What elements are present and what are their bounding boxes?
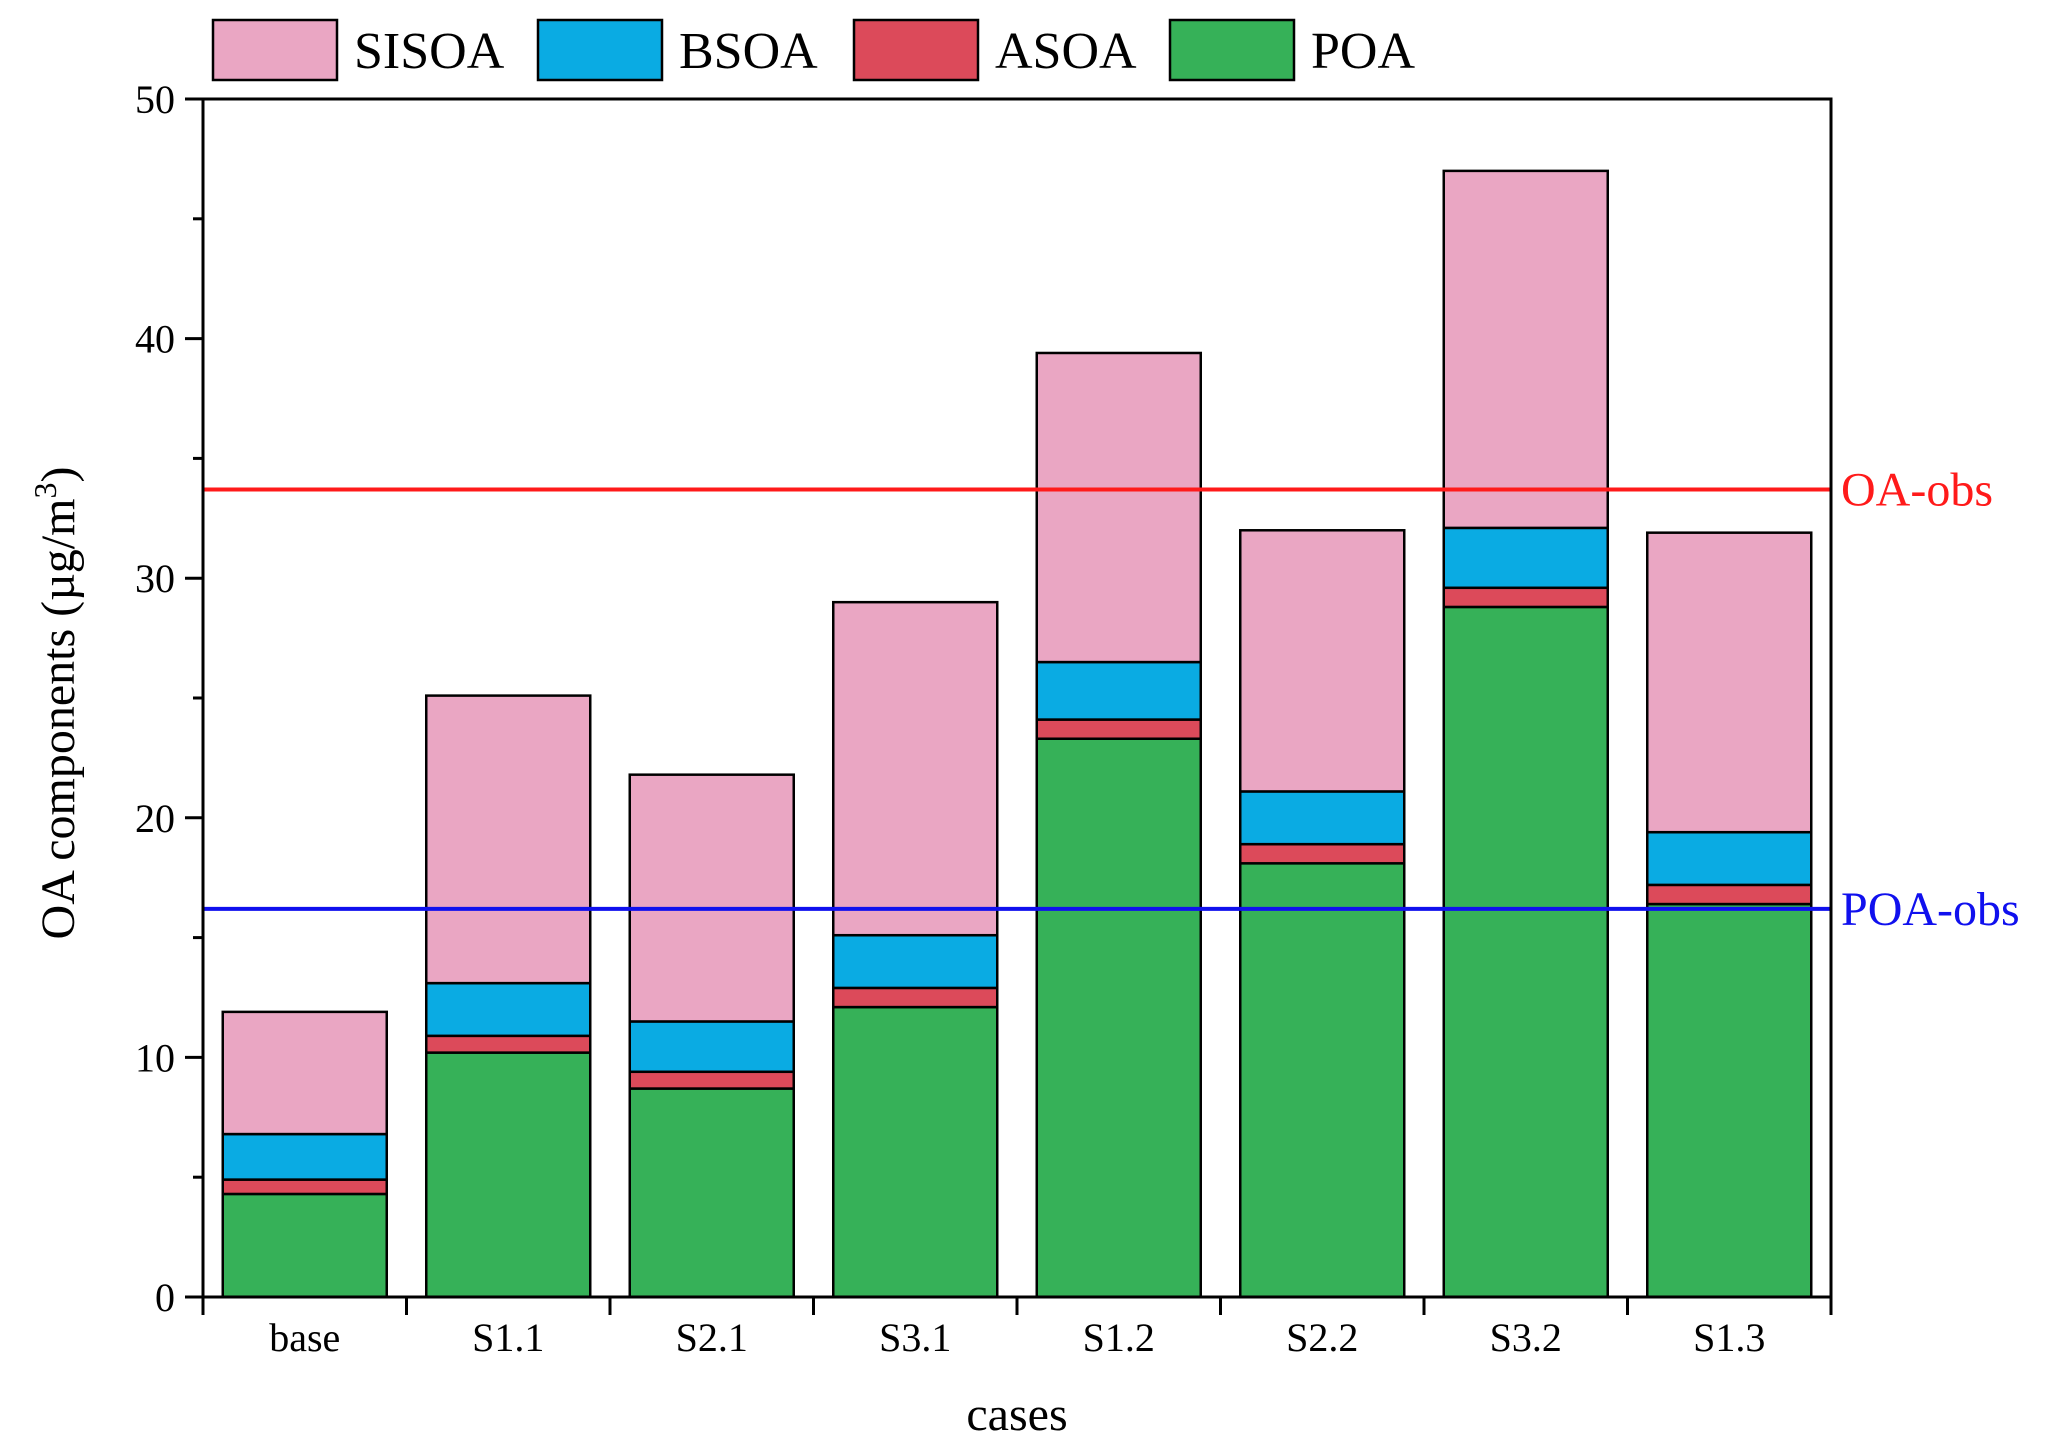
- bar-poa-base: [221, 1192, 388, 1299]
- bar-poa-s2-1: [628, 1087, 795, 1299]
- legend-swatch-asoa: [852, 18, 980, 82]
- ref-label-oa-obs: OA-obs: [1841, 464, 1993, 517]
- y-axis: 0 10 20 30 40 50: [135, 77, 203, 1320]
- legend-label-sisoa: SISOA: [354, 23, 505, 80]
- y-axis-title-end: ): [32, 467, 85, 483]
- bar-poa-s1-2: [1035, 737, 1202, 1299]
- x-axis: base S1.1 S2.1 S3.1 S1.2 S2.2 S3.2 S1.3: [201, 1297, 1833, 1360]
- bar-asoa-s3-1: [832, 986, 999, 1009]
- y-axis-title-superscript: 3: [27, 483, 63, 499]
- bar-sisoa-s3-2: [1442, 169, 1609, 530]
- y-tick-label: 10: [135, 1035, 175, 1080]
- bar-poa-s2-2: [1239, 862, 1406, 1299]
- bar-bsoa-s2-1: [628, 1020, 795, 1074]
- bar-sisoa-s1-3: [1646, 531, 1813, 834]
- y-tick-label: 0: [155, 1275, 175, 1320]
- bars: [221, 169, 1813, 1299]
- x-tick-label-s3-2: S3.2: [1490, 1315, 1562, 1360]
- x-tick-label-s1-3: S1.3: [1693, 1315, 1765, 1360]
- legend-swatch-bsoa: [536, 18, 664, 82]
- x-tick-label-s1-1: S1.1: [472, 1315, 544, 1360]
- x-tick-label-s3-1: S3.1: [879, 1315, 951, 1360]
- bar-asoa-s2-1: [628, 1070, 795, 1090]
- bar-bsoa-s3-1: [832, 933, 999, 990]
- y-axis-title-main: OA components (µg/m: [32, 499, 85, 940]
- bar-sisoa-s3-1: [832, 600, 999, 937]
- bar-sisoa-s1-2: [1035, 351, 1202, 664]
- bar-asoa-s1-3: [1646, 883, 1813, 906]
- bar-bsoa-s1-1: [425, 981, 592, 1038]
- legend-swatch-sisoa: [211, 18, 339, 82]
- x-tick-label-s2-2: S2.2: [1286, 1315, 1358, 1360]
- bar-bsoa-s1-3: [1646, 830, 1813, 887]
- bar-poa-s3-2: [1442, 605, 1609, 1299]
- bar-asoa-s3-2: [1442, 586, 1609, 609]
- x-tick-label-s1-2: S1.2: [1083, 1315, 1155, 1360]
- legend-label-bsoa: BSOA: [679, 23, 818, 80]
- legend: SISOA BSOA ASOA POA: [211, 18, 1415, 82]
- bar-sisoa-s2-1: [628, 773, 795, 1023]
- bar-bsoa-s3-2: [1442, 526, 1609, 590]
- x-tick-label-s2-1: S2.1: [676, 1315, 748, 1360]
- y-tick-label: 40: [135, 317, 175, 362]
- bar-poa-s3-1: [832, 1005, 999, 1299]
- y-tick-label: 20: [135, 796, 175, 841]
- bar-sisoa-s1-1: [425, 694, 592, 985]
- legend-label-asoa: ASOA: [995, 23, 1137, 80]
- ref-label-poa-obs: POA-obs: [1841, 883, 2020, 936]
- bar-asoa-s1-2: [1035, 718, 1202, 740]
- y-tick-label: 30: [135, 556, 175, 601]
- bar-bsoa-base: [221, 1132, 388, 1181]
- y-axis-title: OA components (µg/m3): [27, 467, 85, 940]
- bar-asoa-s1-1: [425, 1034, 592, 1054]
- bar-sisoa-s2-2: [1239, 529, 1406, 793]
- bar-bsoa-s1-2: [1035, 660, 1202, 721]
- bar-poa-s1-3: [1646, 902, 1813, 1299]
- x-axis-title: cases: [966, 1388, 1067, 1441]
- bar-asoa-s2-2: [1239, 842, 1406, 865]
- legend-label-poa: POA: [1311, 23, 1415, 80]
- reference-lines: OA-obs POA-obs: [203, 464, 2020, 936]
- bar-bsoa-s2-2: [1239, 790, 1406, 846]
- legend-swatch-poa: [1168, 18, 1296, 82]
- bar-asoa-base: [221, 1178, 388, 1196]
- y-tick-label: 50: [135, 77, 175, 122]
- x-tick-label-base: base: [269, 1315, 340, 1360]
- bar-sisoa-base: [221, 1010, 388, 1136]
- bar-poa-s1-1: [425, 1051, 592, 1299]
